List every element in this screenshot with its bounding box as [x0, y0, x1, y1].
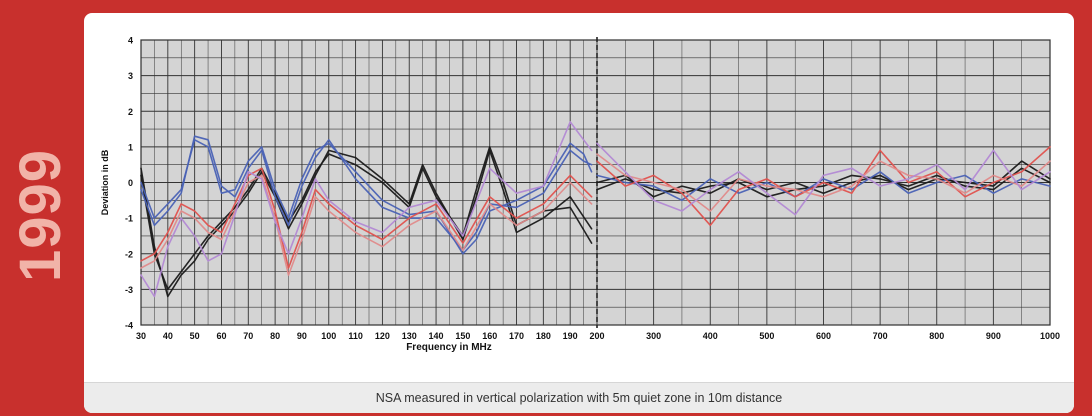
series-line-4	[140, 167, 593, 269]
x-tick-label: 190	[563, 331, 578, 341]
x-tick-label: 140	[429, 331, 444, 341]
x-tick-label: 800	[929, 331, 944, 341]
x-tick-label: 100	[321, 331, 336, 341]
chart-card: 4 3 2 1 0 -1 -2 -3 -4 30 40 50 60 70 80 90 100 110 120 130 1…	[84, 13, 1074, 413]
x-tick-label: 1000	[1040, 331, 1060, 341]
series-line-6	[140, 121, 593, 298]
series-line-12	[596, 142, 1051, 216]
series-line-11	[596, 153, 1051, 212]
nsa-deviation-chart: 4 3 2 1 0 -1 -2 -3 -430 40 50 60 70 80 90 100 110 120 130 1…	[100, 36, 1060, 354]
y-tick-label: 2	[128, 107, 133, 117]
caption-bar: NSA measured in vertical polarization wi…	[84, 382, 1074, 413]
x-tick-label: 400	[703, 331, 718, 341]
y-axis-label: Deviation in dB	[100, 149, 110, 215]
x-tick-label: 500	[759, 331, 774, 341]
y-tick-label: 3	[128, 71, 133, 81]
series-line-3	[140, 135, 593, 251]
year-label: 1999	[8, 148, 74, 282]
x-tick-label: 150	[455, 331, 470, 341]
x-tick-label: 900	[986, 331, 1001, 341]
x-tick-label: 180	[536, 331, 551, 341]
x-tick-label: 110	[348, 331, 363, 341]
x-tick-label: 90	[297, 331, 307, 341]
series-line-8	[596, 160, 1051, 198]
x-tick-label: 200	[589, 331, 604, 341]
x-tick-label: 50	[190, 331, 200, 341]
x-tick-label: 120	[375, 331, 390, 341]
y-tick-label: -2	[125, 249, 133, 259]
series-line-9	[596, 171, 1051, 202]
x-tick-label: 30	[136, 331, 146, 341]
x-tick-label: 160	[482, 331, 497, 341]
series-line-2	[140, 139, 593, 255]
series-line-5	[140, 174, 593, 276]
chart-caption: NSA measured in vertical polarization wi…	[375, 391, 783, 405]
x-tick-label: 80	[270, 331, 280, 341]
x-tick-label: 700	[873, 331, 888, 341]
x-tick-label: 300	[646, 331, 661, 341]
x-tick-label: 60	[216, 331, 226, 341]
x-tick-label: 70	[243, 331, 253, 341]
x-tick-label: 600	[816, 331, 831, 341]
y-tick-label: -1	[125, 214, 133, 224]
x-axis-label: Frequency in MHz	[406, 342, 492, 353]
y-tick-label: -4	[125, 321, 133, 331]
y-tick-label: 0	[128, 178, 133, 188]
series-line-1	[140, 146, 593, 291]
x-tick-label: 130	[402, 331, 417, 341]
y-tick-label: 1	[128, 142, 133, 152]
x-tick-label: 170	[509, 331, 524, 341]
y-tick-label: 4	[128, 36, 133, 46]
y-tick-label: -3	[125, 285, 133, 295]
year-label-container: 1999	[0, 130, 82, 300]
x-tick-label: 40	[163, 331, 173, 341]
